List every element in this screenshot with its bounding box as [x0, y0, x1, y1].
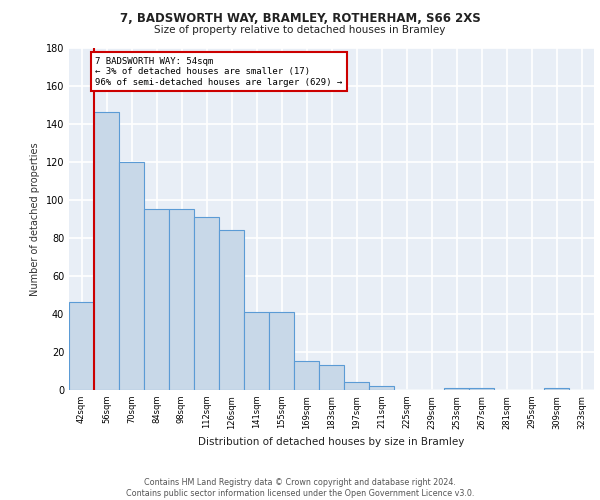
Bar [219, 230, 244, 390]
Bar [244, 312, 269, 390]
Bar [319, 366, 344, 390]
Bar [194, 217, 219, 390]
Text: Contains HM Land Registry data © Crown copyright and database right 2024.
Contai: Contains HM Land Registry data © Crown c… [126, 478, 474, 498]
Bar [369, 386, 394, 390]
Bar [94, 112, 119, 390]
Bar [144, 209, 169, 390]
X-axis label: Distribution of detached houses by size in Bramley: Distribution of detached houses by size … [199, 437, 464, 447]
Bar [444, 388, 469, 390]
Text: 7, BADSWORTH WAY, BRAMLEY, ROTHERHAM, S66 2XS: 7, BADSWORTH WAY, BRAMLEY, ROTHERHAM, S6… [119, 12, 481, 26]
Text: Size of property relative to detached houses in Bramley: Size of property relative to detached ho… [154, 25, 446, 35]
Bar [269, 312, 294, 390]
Bar [69, 302, 94, 390]
Bar [169, 209, 194, 390]
Bar [294, 362, 319, 390]
Bar [469, 388, 494, 390]
Bar [544, 388, 569, 390]
Y-axis label: Number of detached properties: Number of detached properties [30, 142, 40, 296]
Text: 7 BADSWORTH WAY: 54sqm
← 3% of detached houses are smaller (17)
96% of semi-deta: 7 BADSWORTH WAY: 54sqm ← 3% of detached … [95, 57, 343, 87]
Bar [344, 382, 369, 390]
Bar [119, 162, 144, 390]
